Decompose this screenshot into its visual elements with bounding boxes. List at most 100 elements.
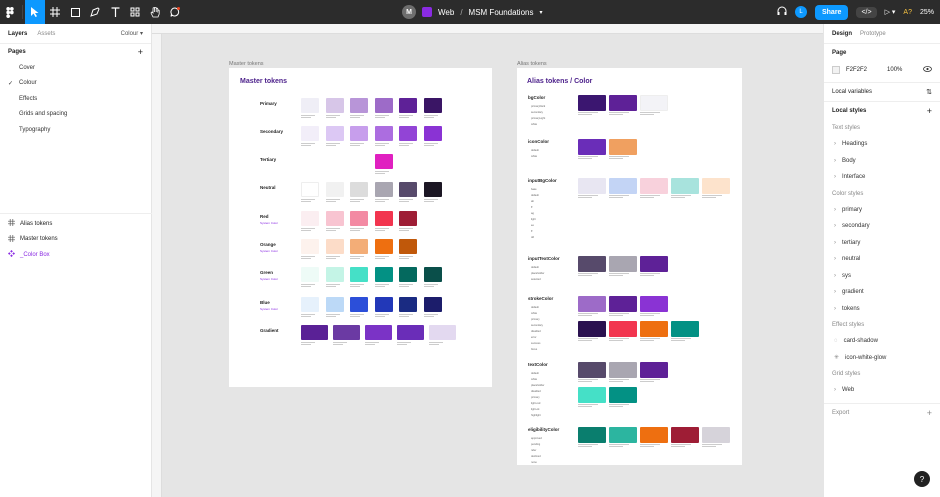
alias-color-swatch[interactable] [702, 178, 730, 194]
alias-color-swatch[interactable] [640, 321, 668, 337]
color-swatch[interactable] [325, 98, 344, 113]
user-avatar[interactable]: L [794, 6, 807, 18]
color-swatch[interactable] [399, 239, 417, 254]
canvas[interactable]: Master tokens Master tokens Primary Secon… [152, 24, 823, 497]
color-swatch[interactable] [301, 325, 328, 340]
color-swatch[interactable] [374, 154, 393, 169]
color-swatch[interactable] [325, 182, 344, 197]
page-item[interactable]: Grids and spacing [0, 107, 151, 123]
style-item[interactable]: ◌ card-shadow [832, 333, 932, 350]
tab-assets[interactable]: Assets [37, 30, 56, 37]
frame-label-alias[interactable]: Alias tokens [517, 61, 547, 67]
alias-color-swatch[interactable] [578, 256, 606, 272]
file-name[interactable]: MSM Foundations [468, 7, 534, 17]
hand-tool-icon[interactable] [145, 0, 165, 24]
share-button[interactable]: Share [814, 4, 849, 20]
current-page-dropdown[interactable]: Colour ▾ [120, 31, 143, 37]
alias-color-swatch[interactable] [609, 256, 637, 272]
alias-color-swatch[interactable] [578, 95, 606, 111]
style-item[interactable]: › gradient [832, 284, 932, 301]
alias-color-swatch[interactable] [609, 95, 637, 111]
style-item[interactable]: › tokens [832, 301, 932, 318]
color-swatch[interactable] [301, 182, 319, 197]
style-item[interactable]: › Body [832, 153, 932, 170]
project-name[interactable]: Web [438, 7, 455, 17]
page-item[interactable]: ✓ Colour [0, 76, 151, 92]
page-color-swatch[interactable] [832, 66, 840, 74]
color-swatch[interactable] [423, 267, 442, 282]
headphones-icon[interactable] [777, 6, 787, 18]
color-swatch[interactable] [399, 98, 417, 113]
alias-color-swatch[interactable] [578, 178, 606, 194]
color-swatch[interactable] [301, 98, 319, 113]
layer-item[interactable]: Alias tokens [0, 216, 152, 232]
tab-design[interactable]: Design [832, 30, 853, 37]
dev-mode-icon[interactable]: </> [856, 6, 877, 18]
color-swatch[interactable] [350, 239, 368, 254]
color-swatch[interactable] [301, 126, 319, 141]
color-swatch[interactable] [429, 325, 456, 340]
color-swatch[interactable] [397, 325, 424, 340]
color-swatch[interactable] [374, 211, 393, 226]
avatar[interactable]: M [402, 5, 416, 19]
move-tool-icon[interactable] [25, 0, 45, 24]
color-swatch[interactable] [350, 126, 368, 141]
alias-color-swatch[interactable] [609, 296, 637, 312]
add-page-icon[interactable]: + [137, 47, 143, 57]
alias-color-swatch[interactable] [578, 387, 606, 403]
layer-item[interactable]: _Color Box [0, 247, 152, 263]
text-tool-icon[interactable] [105, 0, 125, 24]
alias-color-swatch[interactable] [609, 387, 637, 403]
color-swatch[interactable] [374, 182, 393, 197]
alias-color-swatch[interactable] [640, 178, 668, 194]
alias-color-swatch[interactable] [578, 427, 606, 443]
alias-color-swatch[interactable] [640, 362, 668, 378]
color-swatch[interactable] [301, 211, 319, 226]
color-swatch[interactable] [350, 98, 368, 113]
color-swatch[interactable] [374, 267, 393, 282]
alias-color-swatch[interactable] [609, 362, 637, 378]
alias-color-swatch[interactable] [671, 427, 699, 443]
alias-color-swatch[interactable] [578, 362, 606, 378]
eye-icon[interactable] [923, 66, 932, 74]
alias-color-swatch[interactable] [578, 321, 606, 337]
color-swatch[interactable] [423, 126, 442, 141]
color-swatch[interactable] [350, 297, 368, 312]
color-swatch[interactable] [301, 297, 319, 312]
style-item[interactable]: › Web [832, 382, 932, 399]
style-item[interactable]: › Interface [832, 169, 932, 186]
shape-tool-icon[interactable] [65, 0, 85, 24]
alias-color-swatch[interactable] [609, 321, 637, 337]
present-play-icon[interactable]: ▷ ▾ [884, 9, 896, 16]
color-swatch[interactable] [374, 239, 393, 254]
alias-color-swatch[interactable] [578, 139, 606, 155]
layer-item[interactable]: Master tokens [0, 232, 152, 248]
style-item[interactable]: › secondary [832, 218, 932, 235]
color-swatch[interactable] [325, 126, 344, 141]
color-swatch[interactable] [350, 182, 368, 197]
alias-color-swatch[interactable] [640, 427, 668, 443]
style-item[interactable]: › neutral [832, 251, 932, 268]
page-opacity-value[interactable]: 100% [887, 67, 903, 73]
frame-tool-icon[interactable] [45, 0, 65, 24]
local-variables-row[interactable]: Local variables ⇅ [832, 83, 932, 101]
frame-label-master[interactable]: Master tokens [229, 61, 264, 67]
color-swatch[interactable] [374, 297, 393, 312]
tab-prototype[interactable]: Prototype [860, 30, 886, 37]
color-swatch[interactable] [399, 267, 417, 282]
color-swatch[interactable] [325, 297, 344, 312]
style-item[interactable]: ✳ icon-white-glow [832, 350, 932, 367]
alias-color-swatch[interactable] [671, 321, 699, 337]
color-swatch[interactable] [325, 211, 344, 226]
alias-color-swatch[interactable] [609, 139, 637, 155]
color-swatch[interactable] [301, 239, 319, 254]
alias-tokens-frame[interactable]: Alias tokens / Color bgColor primaryDark s… [517, 68, 742, 465]
pen-tool-icon[interactable] [85, 0, 105, 24]
alias-color-swatch[interactable] [671, 178, 699, 194]
color-swatch[interactable] [301, 267, 319, 282]
color-swatch[interactable] [399, 126, 417, 141]
figma-menu-icon[interactable] [0, 0, 20, 24]
alias-color-swatch[interactable] [578, 296, 606, 312]
color-swatch[interactable] [374, 98, 393, 113]
comment-tool-icon[interactable] [165, 0, 185, 24]
